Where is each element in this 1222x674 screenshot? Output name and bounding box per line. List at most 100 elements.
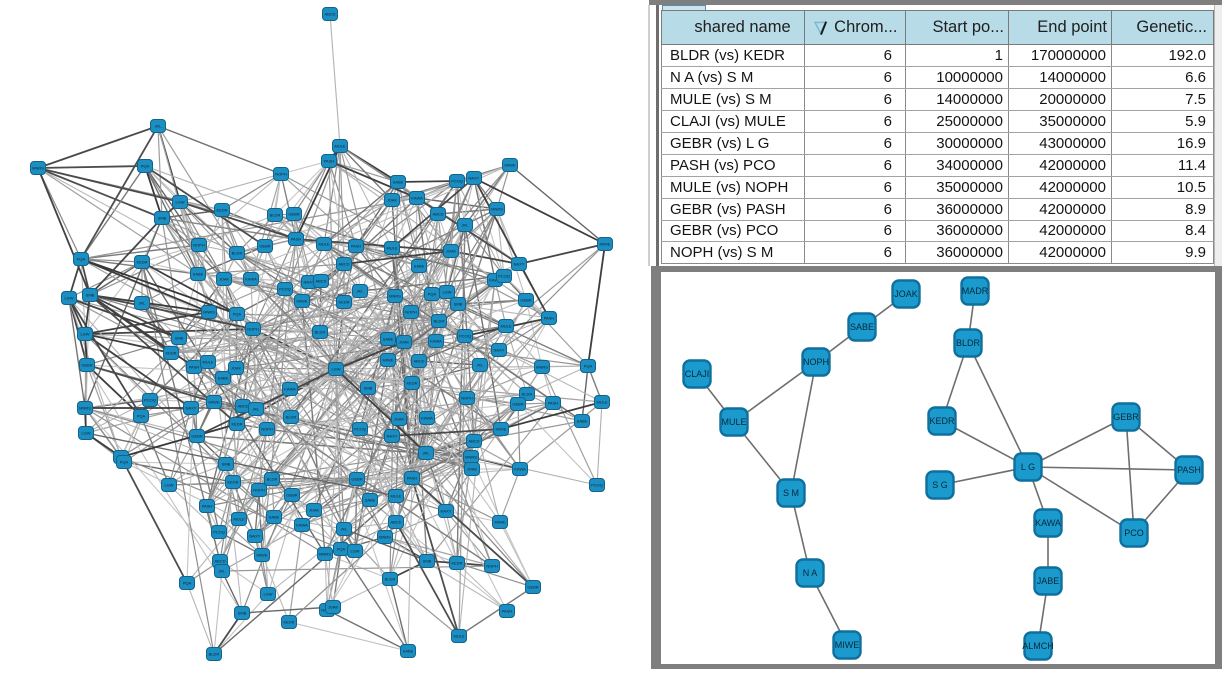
- svg-text:JOAK: JOAK: [328, 605, 339, 610]
- svg-text:LGW: LGW: [263, 592, 272, 597]
- svg-text:JKL: JKL: [219, 569, 227, 574]
- svg-text:JOAK: JOAK: [231, 366, 242, 371]
- svg-text:KEDR: KEDR: [283, 620, 294, 625]
- svg-text:SABE: SABE: [414, 264, 425, 269]
- svg-text:ABCD: ABCD: [237, 404, 248, 409]
- svg-text:PQA: PQA: [141, 164, 150, 169]
- svg-text:JOAK: JOAK: [309, 508, 320, 513]
- svg-text:MIWE: MIWE: [209, 400, 220, 405]
- svg-text:PQA: PQA: [337, 547, 346, 552]
- svg-text:BLDR: BLDR: [315, 330, 326, 335]
- svg-text:PCO: PCO: [1124, 528, 1144, 538]
- svg-text:NAXY: NAXY: [304, 280, 315, 285]
- svg-text:LGW: LGW: [175, 200, 184, 205]
- svg-text:SMB: SMB: [238, 611, 247, 616]
- svg-text:NAXY: NAXY: [494, 348, 505, 353]
- svg-text:SABE: SABE: [193, 272, 204, 277]
- svg-text:MNRS: MNRS: [79, 406, 91, 411]
- svg-text:SABE: SABE: [218, 376, 229, 381]
- svg-text:MNRS: MNRS: [319, 552, 331, 557]
- svg-text:MULE: MULE: [596, 400, 607, 405]
- svg-text:SMB: SMB: [86, 293, 95, 298]
- svg-text:JKL: JKL: [253, 407, 261, 412]
- svg-text:PCOQ: PCOQ: [279, 287, 291, 292]
- svg-text:KEDR: KEDR: [165, 351, 176, 356]
- svg-text:MULE: MULE: [721, 417, 746, 427]
- svg-text:GEBR: GEBR: [512, 402, 523, 407]
- svg-text:ABCD: ABCD: [413, 359, 424, 364]
- svg-text:ABCD: ABCD: [214, 559, 225, 564]
- svg-text:SABE: SABE: [383, 337, 394, 342]
- svg-text:KAWA: KAWA: [489, 278, 501, 283]
- svg-text:NOPH: NOPH: [275, 172, 287, 177]
- svg-text:GEBR: GEBR: [259, 244, 270, 249]
- svg-text:PASH: PASH: [189, 365, 200, 370]
- svg-text:MNRS: MNRS: [203, 310, 215, 315]
- svg-text:JKL: JKL: [357, 289, 365, 294]
- svg-text:ABCD: ABCD: [315, 279, 326, 284]
- svg-text:L G: L G: [1021, 462, 1035, 472]
- svg-text:MIWE: MIWE: [383, 358, 394, 363]
- svg-text:NAXY: NAXY: [441, 509, 452, 514]
- svg-text:ABCD: ABCD: [432, 212, 443, 217]
- svg-text:MNRS: MNRS: [491, 207, 503, 212]
- svg-text:PCOQ: PCOQ: [498, 274, 510, 279]
- svg-text:NAXY: NAXY: [186, 406, 197, 411]
- svg-text:PCOQ: PCOQ: [451, 179, 463, 184]
- svg-text:BLDR: BLDR: [385, 577, 396, 582]
- svg-text:LGW: LGW: [442, 290, 451, 295]
- svg-text:MULE: MULE: [453, 634, 464, 639]
- svg-text:MIWE: MIWE: [495, 520, 506, 525]
- svg-text:NOPH: NOPH: [247, 327, 259, 332]
- svg-text:SABE: SABE: [577, 419, 588, 424]
- svg-text:NOPH: NOPH: [486, 564, 498, 569]
- svg-text:JKL: JKL: [423, 451, 431, 456]
- svg-text:PQA: PQA: [183, 581, 192, 586]
- svg-text:JOAK: JOAK: [446, 249, 457, 254]
- svg-text:PQA: PQA: [137, 414, 146, 419]
- svg-text:NOPH: NOPH: [261, 427, 273, 432]
- svg-text:PQA: PQA: [428, 292, 437, 297]
- svg-text:KEDR: KEDR: [929, 416, 955, 426]
- svg-text:KAWA: KAWA: [284, 387, 296, 392]
- svg-text:MULE: MULE: [233, 517, 244, 522]
- svg-text:SMB: SMB: [158, 216, 167, 221]
- svg-text:ABCD: ABCD: [390, 520, 401, 525]
- svg-text:PASH: PASH: [291, 237, 302, 242]
- svg-text:NOPH: NOPH: [253, 488, 265, 493]
- svg-text:MIWE: MIWE: [496, 427, 507, 432]
- svg-text:JOAK: JOAK: [219, 277, 230, 282]
- svg-text:KAWA: KAWA: [430, 339, 442, 344]
- svg-text:PASH: PASH: [544, 316, 555, 321]
- svg-text:KEDR: KEDR: [227, 480, 238, 485]
- svg-text:MULE: MULE: [334, 144, 345, 149]
- svg-text:NOPH: NOPH: [193, 243, 205, 248]
- svg-text:JOAK: JOAK: [894, 289, 918, 299]
- svg-text:PQA: PQA: [120, 460, 129, 465]
- svg-text:JKL: JKL: [139, 301, 147, 306]
- svg-text:KEDR: KEDR: [406, 381, 417, 386]
- svg-text:SMB: SMB: [364, 386, 373, 391]
- svg-text:KAWA: KAWA: [296, 523, 308, 528]
- svg-text:SMB: SMB: [175, 336, 184, 341]
- svg-text:ABCD: ABCD: [468, 439, 479, 444]
- svg-text:JOAK: JOAK: [394, 417, 405, 422]
- svg-text:PASH: PASH: [202, 504, 213, 509]
- svg-text:JABE: JABE: [1037, 576, 1060, 586]
- svg-text:CLAJI: CLAJI: [685, 369, 710, 379]
- svg-text:MIWE: MIWE: [505, 163, 516, 168]
- svg-text:SABE: SABE: [403, 649, 414, 654]
- svg-text:BLDR: BLDR: [209, 652, 220, 657]
- svg-text:LGW: LGW: [80, 332, 89, 337]
- svg-text:PCOQ: PCOQ: [591, 483, 603, 488]
- svg-text:JKL: JKL: [477, 363, 485, 368]
- svg-text:SABE: SABE: [365, 498, 376, 503]
- svg-text:GEBR: GEBR: [286, 493, 297, 498]
- svg-text:MULE: MULE: [500, 324, 511, 329]
- svg-text:JOAK: JOAK: [399, 340, 410, 345]
- svg-text:MIWE: MIWE: [257, 553, 268, 558]
- svg-text:MULE: MULE: [390, 494, 401, 499]
- svg-text:PASH: PASH: [324, 159, 335, 164]
- svg-text:PQA: PQA: [77, 257, 86, 262]
- svg-text:BLDR: BLDR: [956, 338, 981, 348]
